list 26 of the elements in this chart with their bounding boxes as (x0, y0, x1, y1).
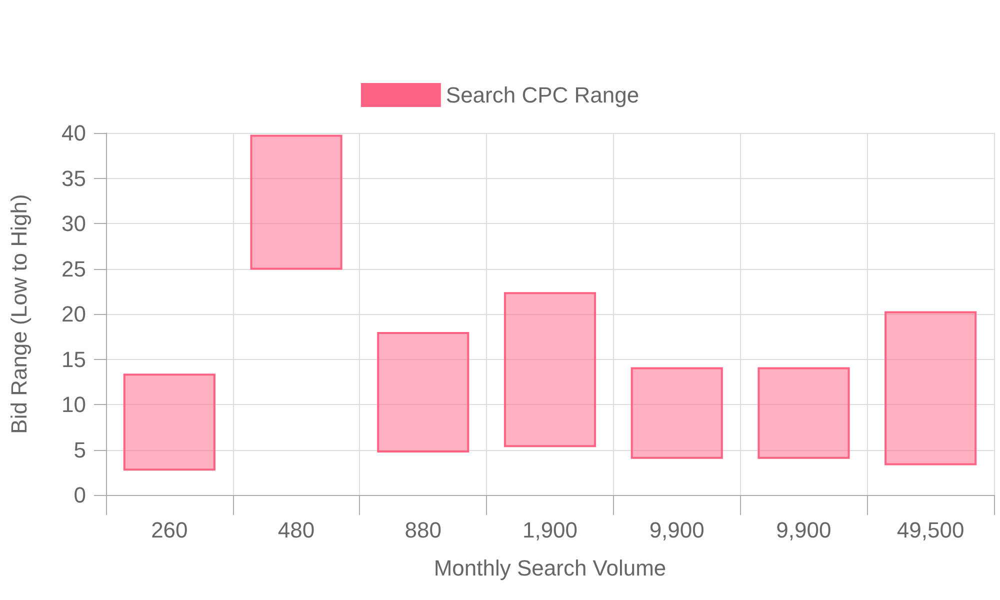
bar (884, 311, 977, 466)
bar (630, 367, 723, 459)
x-tick-label: 9,900 (649, 518, 704, 542)
y-tick-label: 25 (62, 256, 86, 282)
x-tick-label: 49,500 (896, 518, 964, 542)
x-tick-label: 9,900 (776, 518, 832, 542)
y-tick-label: 30 (62, 211, 86, 236)
bar (758, 367, 850, 459)
y-tick-label: 15 (62, 346, 86, 372)
x-tick-label: 480 (278, 518, 315, 542)
y-tick-label: 5 (74, 437, 86, 462)
x-tick-label: 260 (151, 518, 188, 542)
bar (250, 134, 342, 270)
bar (123, 374, 216, 471)
y-tick-label: 0 (74, 482, 86, 508)
y-tick-label: 20 (62, 302, 86, 326)
x-axis-title: Monthly Search Volume (434, 556, 666, 580)
x-tick-label: 880 (404, 518, 442, 542)
bar (377, 332, 470, 453)
y-tick-label: 10 (62, 392, 86, 417)
y-tick-label: 40 (62, 120, 86, 146)
y-tick-label: 35 (62, 166, 86, 191)
legend-label: Search CPC Range (446, 82, 640, 108)
y-axis-title: Bid Range (Low to High) (6, 194, 32, 434)
x-tick-label: 1,900 (522, 518, 578, 542)
bar (504, 292, 596, 448)
